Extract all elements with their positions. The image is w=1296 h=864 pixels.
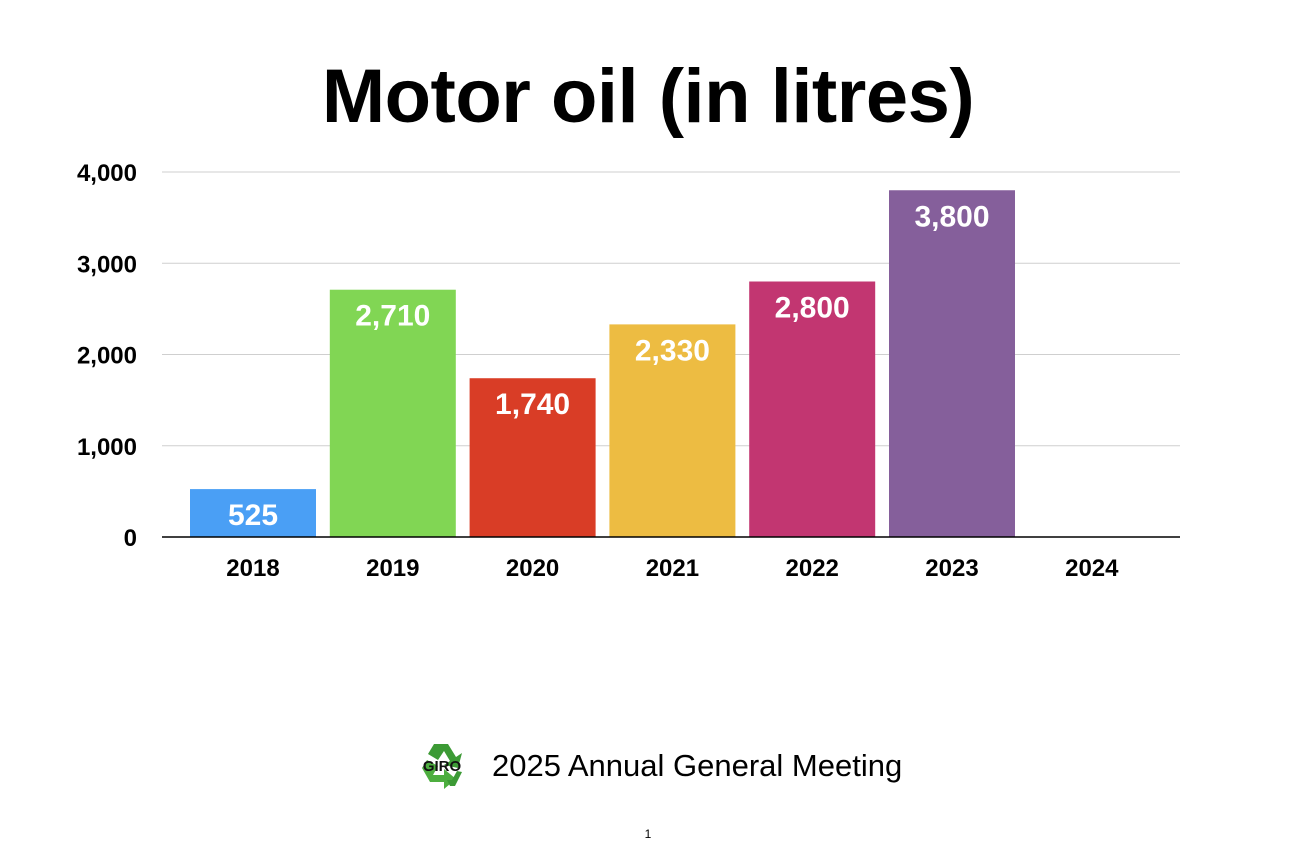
x-tick-label: 2018 — [226, 555, 279, 582]
x-tick-label: 2021 — [646, 555, 699, 582]
bar — [469, 378, 596, 537]
data-label: 2,710 — [355, 300, 430, 333]
bar — [190, 489, 316, 537]
slide-footer: GIRO 2025 Annual General Meeting — [414, 738, 902, 794]
data-label: 2,800 — [775, 292, 850, 325]
y-tick-label: 2,000 — [77, 343, 137, 370]
recycle-icon: GIRO — [422, 744, 462, 789]
data-label: 1,740 — [495, 388, 570, 421]
chart-title: Motor oil (in litres) — [321, 54, 975, 139]
data-label: 3,800 — [914, 200, 989, 233]
logo-text: GIRO — [423, 758, 462, 775]
page-number: 1 — [644, 827, 652, 841]
bar — [749, 281, 876, 537]
x-tick-label: 2024 — [1065, 555, 1119, 582]
y-tick-label: 4,000 — [77, 160, 137, 187]
y-tick-label: 3,000 — [77, 251, 137, 278]
y-tick-label: 1,000 — [77, 434, 137, 461]
bar — [889, 190, 1015, 537]
data-label: 2,330 — [635, 334, 710, 367]
bar-chart: 0 1,000 2,000 3,000 4,000 525 2018 2,710 2019 1,7… — [77, 160, 1180, 582]
x-tick-label: 2023 — [925, 555, 978, 582]
y-tick-label: 0 — [124, 525, 137, 552]
x-tick-label: 2020 — [506, 555, 559, 582]
x-tick-label: 2019 — [366, 555, 419, 582]
meeting-label: 2025 Annual General Meeting — [492, 748, 903, 783]
data-label: 525 — [228, 499, 278, 532]
bar — [329, 289, 456, 537]
x-tick-label: 2022 — [786, 555, 839, 582]
bar — [609, 324, 736, 537]
